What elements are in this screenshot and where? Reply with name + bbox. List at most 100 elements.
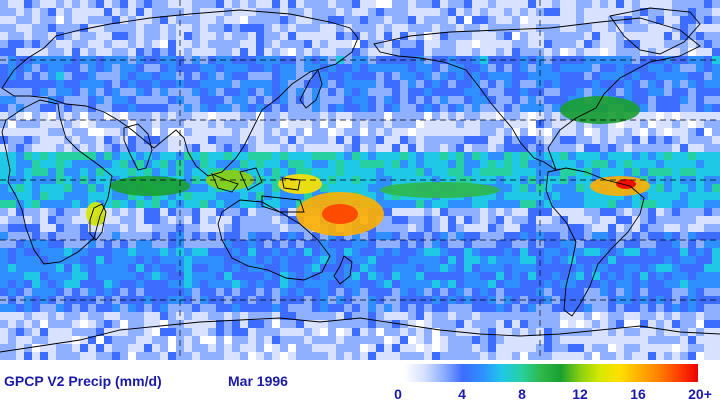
precip-cell xyxy=(504,352,512,360)
precip-cell xyxy=(264,56,272,64)
precip-cell xyxy=(696,96,704,104)
precip-cell xyxy=(408,24,416,32)
precip-cell xyxy=(200,304,208,312)
precip-cell xyxy=(288,280,296,288)
precip-cell xyxy=(152,136,160,144)
precip-cell xyxy=(664,88,672,96)
precip-cell xyxy=(456,0,464,8)
precip-cell xyxy=(200,256,208,264)
precip-cell xyxy=(48,0,56,8)
precip-cell xyxy=(304,96,312,104)
precip-cell xyxy=(712,312,720,320)
precip-cell xyxy=(664,240,672,248)
precip-cell xyxy=(264,232,272,240)
precip-cell xyxy=(296,80,304,88)
precip-cell xyxy=(8,80,16,88)
precip-cell xyxy=(152,96,160,104)
precip-cell xyxy=(88,144,96,152)
precip-cell xyxy=(536,344,544,352)
precip-cell xyxy=(24,288,32,296)
precip-cell xyxy=(488,152,496,160)
precip-cell xyxy=(8,224,16,232)
precip-cell xyxy=(440,32,448,40)
precip-cell xyxy=(144,40,152,48)
precip-cell xyxy=(456,336,464,344)
precip-cell xyxy=(256,136,264,144)
precip-cell xyxy=(400,208,408,216)
precip-cell xyxy=(8,192,16,200)
precip-cell xyxy=(360,256,368,264)
precip-cell xyxy=(80,184,88,192)
precip-cell xyxy=(504,96,512,104)
precip-cell xyxy=(32,288,40,296)
precip-cell xyxy=(520,288,528,296)
precip-cell xyxy=(104,344,112,352)
precip-cell xyxy=(392,272,400,280)
precip-cell xyxy=(448,256,456,264)
precip-cell xyxy=(144,312,152,320)
precip-cell xyxy=(328,240,336,248)
precip-cell xyxy=(384,352,392,360)
precip-cell xyxy=(256,320,264,328)
precip-cell xyxy=(224,32,232,40)
precip-cell xyxy=(328,160,336,168)
precip-cell xyxy=(552,288,560,296)
precip-cell xyxy=(128,280,136,288)
precip-cell xyxy=(48,152,56,160)
precip-cell xyxy=(152,72,160,80)
precip-cell xyxy=(648,264,656,272)
precip-cell xyxy=(520,240,528,248)
precip-cell xyxy=(360,288,368,296)
precip-cell xyxy=(608,288,616,296)
precip-cell xyxy=(0,216,8,224)
precip-cell xyxy=(576,0,584,8)
precip-cell xyxy=(448,128,456,136)
precip-cell xyxy=(496,232,504,240)
precip-cell xyxy=(416,80,424,88)
precip-cell xyxy=(440,248,448,256)
precip-cell xyxy=(112,256,120,264)
precip-cell xyxy=(584,120,592,128)
precip-cell xyxy=(568,208,576,216)
precip-cell xyxy=(520,336,528,344)
precip-cell xyxy=(128,264,136,272)
precip-cell xyxy=(656,88,664,96)
precip-cell xyxy=(32,16,40,24)
precip-cell xyxy=(368,72,376,80)
precip-cell xyxy=(712,224,720,232)
precip-cell xyxy=(680,40,688,48)
precip-cell xyxy=(528,240,536,248)
precip-cell xyxy=(248,16,256,24)
precip-cell xyxy=(592,216,600,224)
precip-cell xyxy=(568,248,576,256)
precip-cell xyxy=(488,200,496,208)
precip-cell xyxy=(480,112,488,120)
precip-cell xyxy=(40,336,48,344)
precip-cell xyxy=(352,80,360,88)
precip-cell xyxy=(640,256,648,264)
precip-cell xyxy=(224,304,232,312)
precip-cell xyxy=(216,136,224,144)
precip-cell xyxy=(336,248,344,256)
precip-cell xyxy=(488,64,496,72)
precip-cell xyxy=(208,280,216,288)
precip-cell xyxy=(288,264,296,272)
precip-cell xyxy=(440,152,448,160)
precip-cell xyxy=(304,288,312,296)
precip-cell xyxy=(504,336,512,344)
precip-cell xyxy=(248,160,256,168)
precip-cell xyxy=(72,352,80,360)
precip-cell xyxy=(672,136,680,144)
precip-cell xyxy=(224,312,232,320)
precip-cell xyxy=(520,216,528,224)
precip-cell xyxy=(696,232,704,240)
precip-cell xyxy=(432,32,440,40)
precip-cell xyxy=(152,112,160,120)
precip-cell xyxy=(712,304,720,312)
precip-cell xyxy=(0,152,8,160)
precip-cell xyxy=(232,40,240,48)
precip-cell xyxy=(616,232,624,240)
precip-cell xyxy=(208,312,216,320)
precip-cell xyxy=(336,32,344,40)
precip-cell xyxy=(408,200,416,208)
